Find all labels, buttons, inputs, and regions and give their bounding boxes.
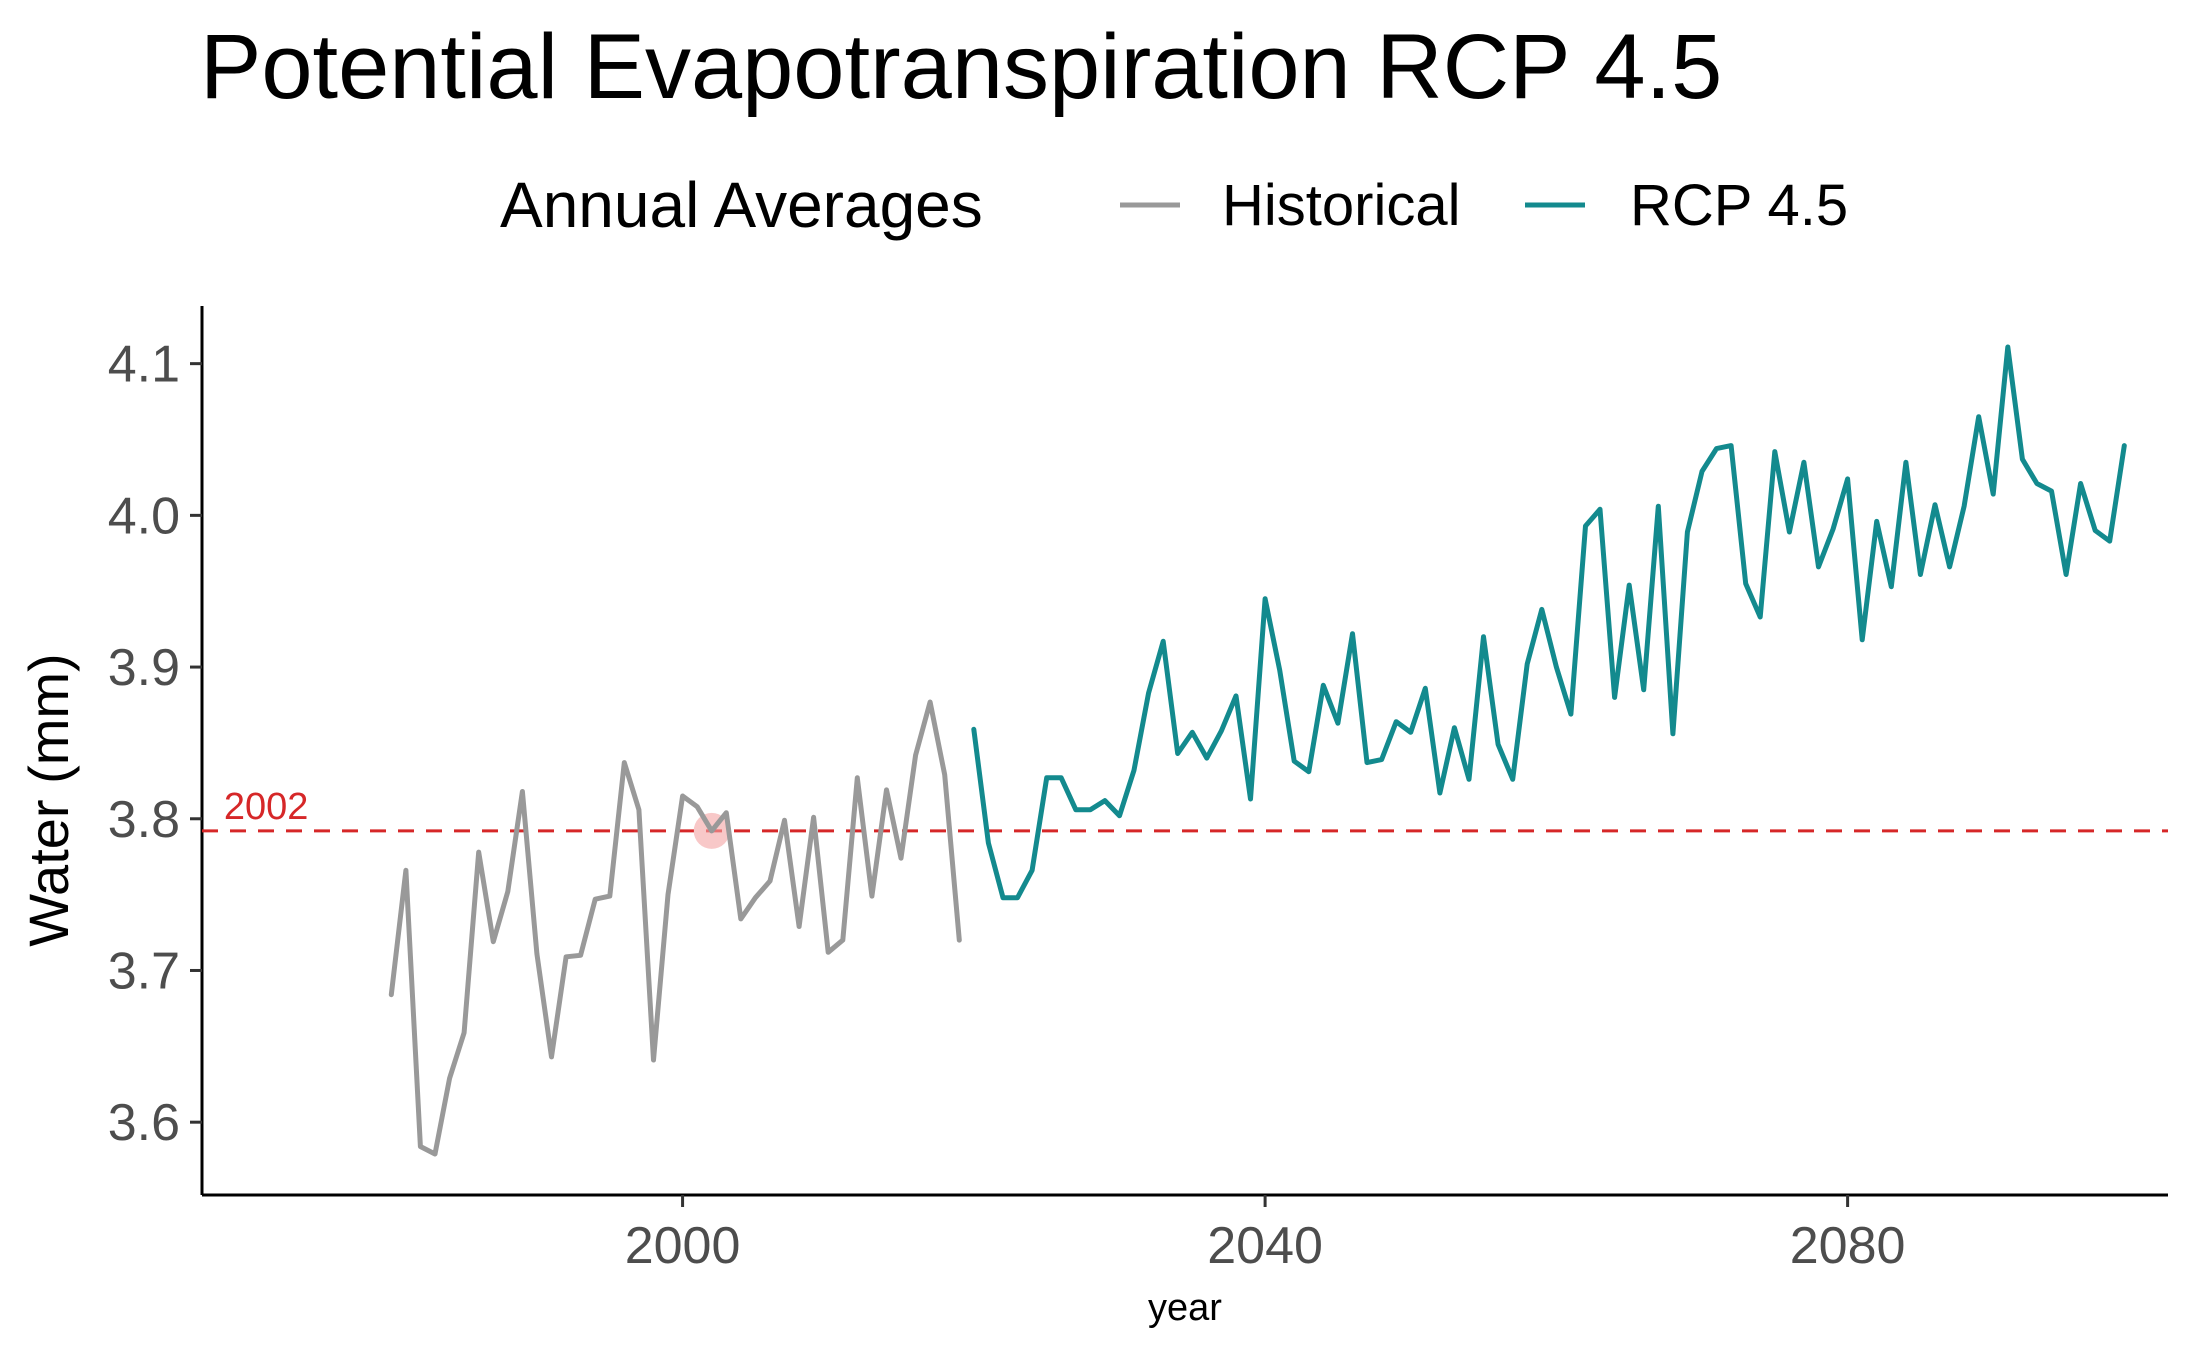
y-tick-label: 4.0 [108, 487, 180, 545]
series-line-rcp45 [971, 344, 2127, 901]
reference-line-label: 2002 [224, 786, 309, 828]
x-axis-title: year [1148, 1287, 1222, 1329]
legend-label-rcp45: RCP 4.5 [1630, 173, 1848, 238]
x-tick-label: 2040 [1207, 1217, 1323, 1275]
y-tick-label: 3.9 [108, 639, 180, 697]
y-tick-label: 3.8 [108, 791, 180, 849]
legend-title: Annual Averages [500, 169, 983, 241]
x-tick-label: 2000 [625, 1217, 741, 1275]
y-axis-title: Water (mm) [17, 653, 80, 946]
series-line-historical [388, 699, 962, 1157]
legend-label-historical: Historical [1222, 173, 1461, 238]
chart-title: Potential Evapotranspiration RCP 4.5 [200, 16, 1722, 118]
legend: Annual Averages Historical RCP 4.5 [500, 169, 1848, 241]
y-tick-label: 4.1 [108, 336, 180, 394]
y-tick-label: 3.7 [108, 942, 180, 1000]
x-tick-label: 2080 [1790, 1217, 1906, 1275]
axes: 3.6 3.7 3.8 3.9 4.0 4.1 2000 2040 2080 [108, 306, 2168, 1275]
y-tick-label: 3.6 [108, 1094, 180, 1152]
reference-line-group: 2002 [202, 786, 2168, 833]
series-group [388, 344, 2127, 1157]
